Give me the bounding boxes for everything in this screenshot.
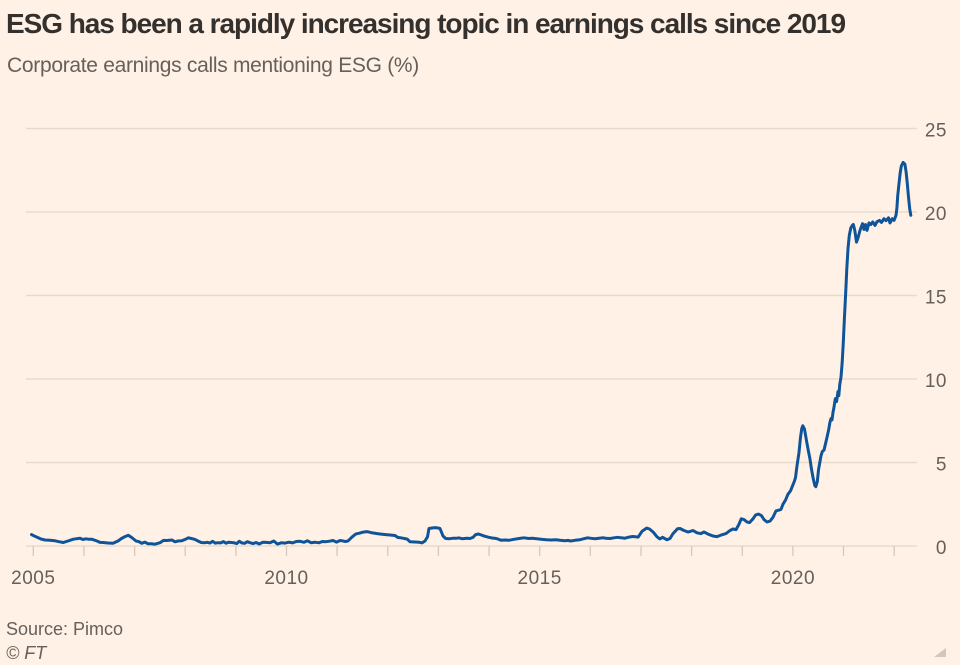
svg-text:2015: 2015 <box>518 568 562 589</box>
svg-text:2020: 2020 <box>771 568 815 589</box>
svg-text:25: 25 <box>925 121 947 142</box>
svg-text:20: 20 <box>925 204 947 225</box>
svg-text:2010: 2010 <box>264 568 308 589</box>
svg-text:10: 10 <box>925 371 947 392</box>
svg-text:2005: 2005 <box>11 568 55 589</box>
svg-text:5: 5 <box>936 455 947 476</box>
svg-text:15: 15 <box>925 288 947 309</box>
svg-text:0: 0 <box>936 538 947 559</box>
